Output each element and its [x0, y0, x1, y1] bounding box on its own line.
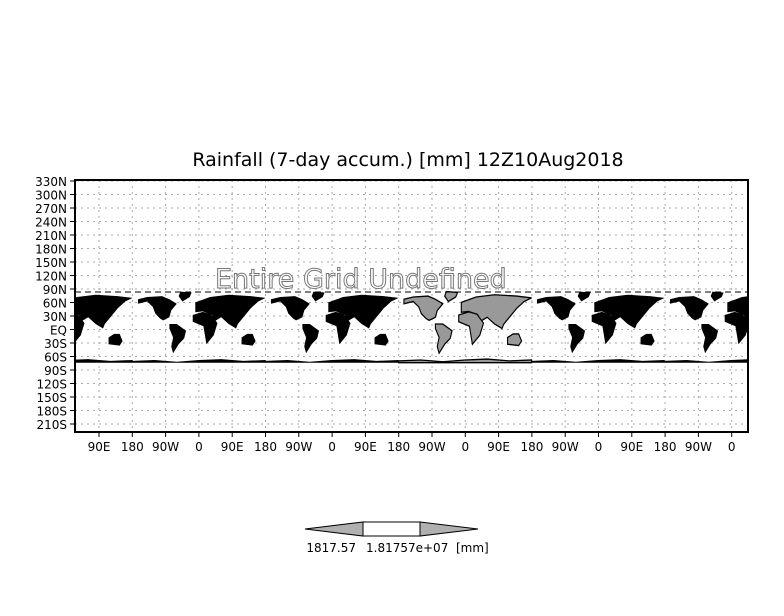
xtick-label: 90E [221, 440, 244, 454]
xtick-label: 90W [285, 440, 312, 454]
ytick-label: 240N [35, 216, 67, 230]
plot-frame [74, 179, 749, 433]
xtick-label: 90E [354, 440, 377, 454]
xtick-label: 90E [88, 440, 111, 454]
xtick-label: 0 [461, 440, 469, 454]
chart-title: Rainfall (7-day accum.) [mm] 12Z10Aug201… [192, 149, 623, 171]
ytick-label: 150S [36, 391, 67, 405]
map-copy [132, 291, 266, 363]
xtick-label: 180 [121, 440, 144, 454]
xtick-label: 90W [552, 440, 579, 454]
xtick-label: 90W [418, 440, 445, 454]
undefined-annotation: Entire Grid Undefined [215, 264, 507, 295]
xtick-label: 0 [595, 440, 603, 454]
xtick-label: 90W [152, 440, 179, 454]
ytick-label: EQ [50, 324, 67, 338]
ytick-label: 60N [43, 297, 67, 311]
ytick-label: 300N [35, 189, 67, 203]
ytick-label: 330N [35, 175, 67, 189]
ytick-label: 270N [35, 202, 67, 216]
ytick-label: 180N [35, 243, 67, 257]
colorbar-label-high: 1.81757e+07 [366, 541, 448, 555]
xtick-label: 180 [654, 440, 677, 454]
xtick-label: 0 [328, 440, 336, 454]
colorbar-right-triangle [419, 521, 479, 537]
colorbar-unit: [mm] [456, 541, 489, 555]
map-copy [265, 291, 399, 363]
map-copy [531, 291, 665, 363]
xtick-label: 90E [487, 440, 510, 454]
ytick-label: 120N [35, 270, 67, 284]
xtick-label: 90E [620, 440, 643, 454]
ytick-label: 180S [36, 405, 67, 419]
map-copy [397, 290, 533, 364]
world-map [75, 290, 748, 364]
colorbar-label-low: 1817.57 [306, 541, 356, 555]
ytick-label: 90N [43, 283, 67, 297]
ytick-label: 210N [35, 229, 67, 243]
colorbar: 1817.57 1.81757e+07 [mm] [304, 521, 489, 555]
ytick-label: 210S [36, 418, 67, 432]
ytick-label: 30N [43, 310, 67, 324]
xtick-label: 0 [195, 440, 203, 454]
ytick-label: 120S [36, 378, 67, 392]
ytick-label: 60S [44, 351, 67, 365]
ytick-label: 150N [35, 256, 67, 270]
xtick-label: 0 [728, 440, 736, 454]
xtick-label: 180 [387, 440, 410, 454]
xtick-label: 180 [520, 440, 543, 454]
ytick-label: 90S [44, 364, 67, 378]
colorbar-left-triangle [304, 521, 364, 537]
xtick-label: 90W [685, 440, 712, 454]
colorbar-middle [362, 521, 421, 537]
ytick-label: 30S [44, 337, 67, 351]
xtick-label: 180 [254, 440, 277, 454]
